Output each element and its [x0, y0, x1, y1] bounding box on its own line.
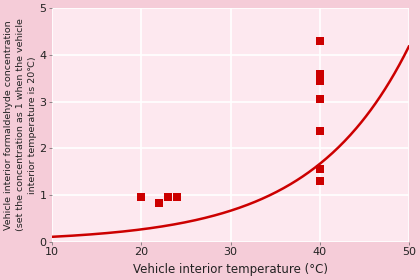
Point — [316, 179, 323, 183]
Point — [316, 167, 323, 172]
Point — [316, 128, 323, 133]
Y-axis label: Vehicle interior formaldehyde concentration
(set the concentration as 1 when the: Vehicle interior formaldehyde concentrat… — [4, 18, 37, 231]
X-axis label: Vehicle interior temperature (°C): Vehicle interior temperature (°C) — [133, 263, 328, 276]
Point — [316, 78, 323, 83]
Point — [316, 39, 323, 43]
Point — [156, 201, 163, 206]
Point — [138, 195, 145, 200]
Point — [165, 195, 171, 200]
Point — [316, 71, 323, 76]
Point — [316, 97, 323, 101]
Point — [174, 195, 181, 200]
